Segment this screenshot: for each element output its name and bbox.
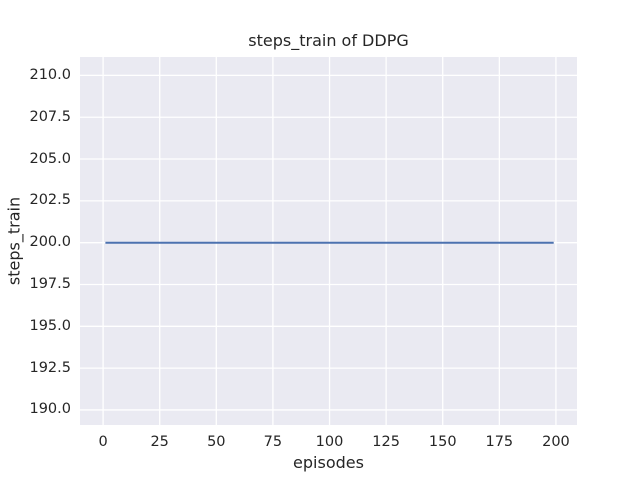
- x-tick-label: 0: [98, 434, 108, 450]
- y-tick-label: 207.5: [29, 108, 71, 125]
- x-tick-label: 75: [263, 434, 283, 450]
- x-tick-label: 200: [542, 434, 570, 450]
- y-tick-label: 195.0: [29, 317, 71, 334]
- x-tick-label: 50: [207, 434, 226, 450]
- plot-background: [80, 57, 577, 425]
- plot-area: [80, 57, 577, 425]
- y-tick-label: 200.0: [29, 234, 71, 251]
- y-tick-label: 210.0: [29, 66, 71, 83]
- y-tick-label: 197.5: [29, 275, 71, 292]
- x-tick-label: 100: [315, 434, 344, 450]
- x-tick-label: 175: [485, 434, 514, 450]
- y-tick-label: 192.5: [29, 359, 71, 376]
- x-tick-label: 150: [428, 434, 457, 450]
- chart-title: steps_train of DDPG: [248, 31, 409, 50]
- x-axis-label: episodes: [293, 453, 364, 472]
- plot-canvas: [80, 57, 577, 425]
- y-tick-label: 205.0: [29, 150, 71, 167]
- y-tick-label: 190.0: [29, 401, 71, 418]
- x-tick-label: 125: [372, 434, 400, 450]
- x-tick-label: 25: [150, 434, 169, 450]
- y-tick-label: 202.5: [29, 192, 71, 209]
